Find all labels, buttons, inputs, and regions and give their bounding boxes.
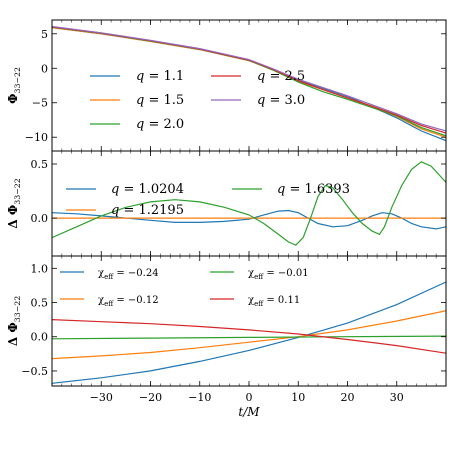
series-line-3 bbox=[52, 335, 446, 340]
x-axis: −30 −20 −10 0 10 20 30 t/M bbox=[90, 391, 404, 419]
x-tick-label: 30 bbox=[390, 391, 404, 404]
legend-entry: q = 1.1 bbox=[136, 69, 184, 84]
legend-entry: χeff = −0.12 bbox=[98, 295, 159, 308]
legend-entry: χeff = −0.01 bbox=[248, 268, 309, 281]
series-group bbox=[52, 161, 446, 246]
legend: q = 1.1 q = 1.5 q = 2.0 q = 2.5 q = 3.0 bbox=[90, 69, 305, 132]
legend: χeff = −0.24 χeff = −0.12 χeff = −0.01 χeff… bbox=[60, 268, 309, 308]
panel-1: 5 0 −5 −10 Φ33−22 q = 1.1 q = 1.5 q = 2.0 q = 2.… bbox=[6, 19, 447, 152]
series-line-5 bbox=[52, 25, 446, 132]
series-group bbox=[52, 281, 446, 384]
y-tick-label: −10 bbox=[25, 131, 48, 144]
legend-entry: χeff = 0.11 bbox=[248, 295, 300, 308]
y-tick-label: 1.0 bbox=[31, 262, 49, 275]
y-tick-label: −0.5 bbox=[21, 365, 48, 378]
series-line-2 bbox=[52, 310, 446, 360]
y-tick-label: 0.0 bbox=[31, 212, 49, 225]
legend-entry: q = 2.0 bbox=[136, 117, 184, 132]
x-tick-label: −30 bbox=[90, 391, 113, 404]
y-tick-label: 0 bbox=[41, 62, 48, 75]
series-line-2 bbox=[52, 27, 446, 138]
y-tick-label: 0.5 bbox=[31, 297, 49, 310]
x-tick-label: −10 bbox=[188, 391, 211, 404]
legend-entry: q = 3.0 bbox=[257, 93, 305, 108]
series-line-1 bbox=[52, 209, 446, 230]
axes-frame bbox=[51, 19, 447, 152]
legend-entry: q = 2.5 bbox=[257, 69, 305, 84]
legend: q = 1.0204 q = 1.2195 q = 1.6393 bbox=[66, 182, 350, 218]
y-axis-label: Φ33−22 bbox=[6, 67, 22, 104]
x-tick-label: 20 bbox=[341, 391, 355, 404]
y-tick-label: 5 bbox=[41, 28, 48, 41]
y-axis-label: Δ Φ33−22 bbox=[6, 178, 22, 228]
series-line-4 bbox=[52, 319, 446, 354]
series-line-1 bbox=[52, 281, 446, 384]
legend-entry: χeff = −0.24 bbox=[98, 268, 159, 281]
series-line-3 bbox=[52, 26, 446, 137]
y-tick-label: 0.5 bbox=[31, 158, 49, 171]
x-tick-label: −20 bbox=[139, 391, 162, 404]
legend-entry: q = 1.2195 bbox=[111, 203, 184, 218]
series-line-3 bbox=[52, 161, 446, 246]
series-group bbox=[52, 25, 446, 142]
x-tick-label: 0 bbox=[246, 391, 253, 404]
x-tick-label: 10 bbox=[291, 391, 305, 404]
series-line-4 bbox=[52, 26, 446, 134]
y-axis-label: Δ Φ33−22 bbox=[6, 296, 22, 346]
x-axis-label: t/M bbox=[238, 405, 260, 419]
y-tick-label: −5 bbox=[32, 97, 48, 110]
legend-entry: q = 1.5 bbox=[136, 93, 184, 108]
y-tick-label: 0.0 bbox=[31, 331, 49, 344]
legend-entry: q = 1.0204 bbox=[111, 182, 184, 197]
legend-entry: q = 1.6393 bbox=[277, 182, 350, 197]
